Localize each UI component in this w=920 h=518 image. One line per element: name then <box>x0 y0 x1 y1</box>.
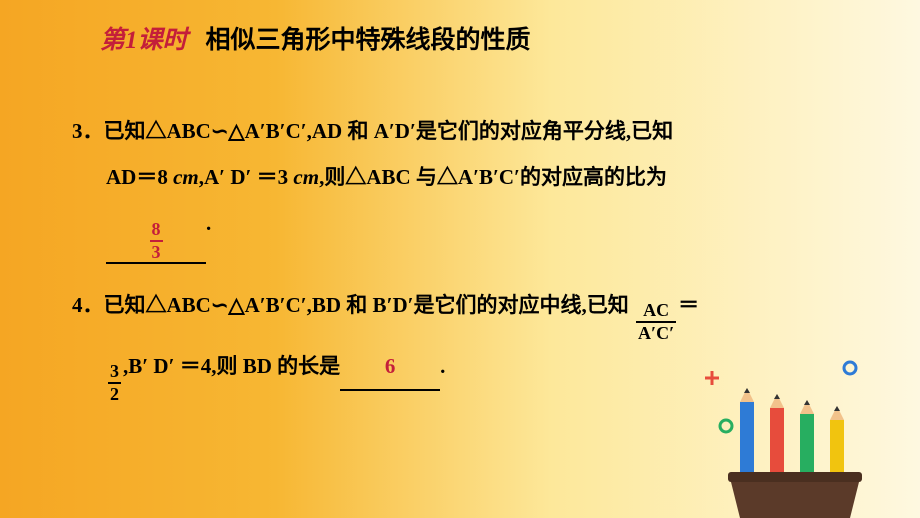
q4-frac1-den: A′C′ <box>636 321 676 343</box>
q3-line2-post: ,则△ABC 与△A′B′C′的对应高的比为 <box>319 165 667 189</box>
q3-number: 3． <box>72 119 104 143</box>
q4-eq1: ＝ <box>678 293 699 317</box>
q3-answer-fraction: 8 3 <box>150 220 163 262</box>
q3-ans-den: 3 <box>150 240 163 262</box>
q3-text-line1: 已知△ABC∽△A′B′C′,AD 和 A′D′是它们的对应角平分线,已知 <box>104 119 674 143</box>
q4-frac2-den: 2 <box>108 382 121 404</box>
q3-unit2: cm <box>293 165 319 189</box>
q3-line2-mid: ,A′ D′ ＝3 <box>199 165 294 189</box>
question-3: 3．已知△ABC∽△A′B′C′,AD 和 A′D′是它们的对应角平分线,已知 … <box>72 108 860 264</box>
q4-period: . <box>440 354 445 378</box>
pencil-cup-icon <box>730 478 860 518</box>
content-area: 3．已知△ABC∽△A′B′C′,AD 和 A′D′是它们的对应角平分线,已知 … <box>72 108 860 422</box>
q4-number: 4． <box>72 293 104 317</box>
q3-answer-blank: 8 3 <box>106 200 206 263</box>
q3-unit1: cm <box>173 165 199 189</box>
lesson-title: 相似三角形中特殊线段的性质 <box>206 20 531 56</box>
pencil-cup-rim-icon <box>728 472 862 482</box>
q3-period: . <box>206 211 211 235</box>
q4-line2-mid: ,B′ D′ ＝4,则 BD 的长是 <box>123 354 340 378</box>
q4-frac2: 3 2 <box>108 362 121 404</box>
q4-frac1-num: AC <box>636 301 676 321</box>
lesson-label: 第1课时 <box>100 20 188 56</box>
q3-ans-num: 8 <box>150 220 163 240</box>
q4-frac2-num: 3 <box>108 362 121 382</box>
q4-answer-blank: 6 <box>340 343 440 391</box>
question-4: 4．已知△ABC∽△A′B′C′,BD 和 B′D′是它们的对应中线,已知 AC… <box>72 282 860 405</box>
q3-line2-pre: AD＝8 <box>106 165 173 189</box>
q4-text-line1: 已知△ABC∽△A′B′C′,BD 和 B′D′是它们的对应中线,已知 <box>104 293 629 317</box>
q4-answer: 6 <box>385 354 396 378</box>
q4-frac1: AC A′C′ <box>636 301 676 343</box>
